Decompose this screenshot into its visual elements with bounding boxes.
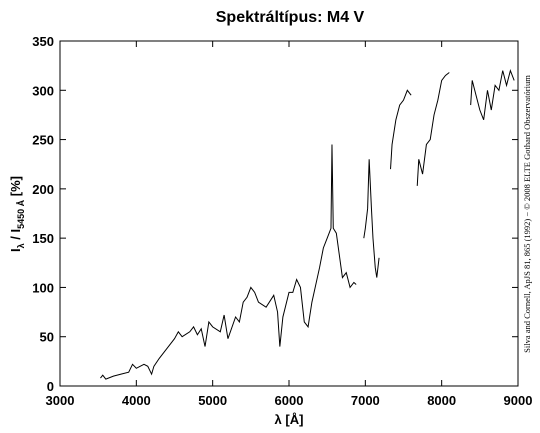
- y-tick-label: 250: [32, 133, 54, 148]
- x-tick-label: 3000: [46, 393, 75, 408]
- x-tick-label: 7000: [351, 393, 380, 408]
- x-axis-label: λ [Å]: [275, 412, 304, 427]
- x-tick-label: 4000: [122, 393, 151, 408]
- y-tick-label: 350: [32, 34, 54, 49]
- x-tick-label: 8000: [427, 393, 456, 408]
- x-tick-label: 6000: [275, 393, 304, 408]
- y-tick-label: 0: [47, 379, 54, 394]
- y-tick-label: 150: [32, 231, 54, 246]
- y-tick-label: 50: [40, 330, 54, 345]
- x-tick-label: 9000: [504, 393, 533, 408]
- y-tick-label: 200: [32, 182, 54, 197]
- y-axis-label: Iλ / I5450 Å [%]: [8, 176, 26, 252]
- credit: Silva and Cornell, ApJS 81, 865 (1992) −…: [522, 75, 532, 353]
- y-tick-label: 300: [32, 83, 54, 98]
- y-tick-label: 100: [32, 280, 54, 295]
- x-tick-label: 5000: [198, 393, 227, 408]
- spectrum-line: [100, 68, 515, 380]
- chart-title: Spektráltípus: M4 V: [216, 9, 365, 26]
- plot-frame: [59, 40, 519, 387]
